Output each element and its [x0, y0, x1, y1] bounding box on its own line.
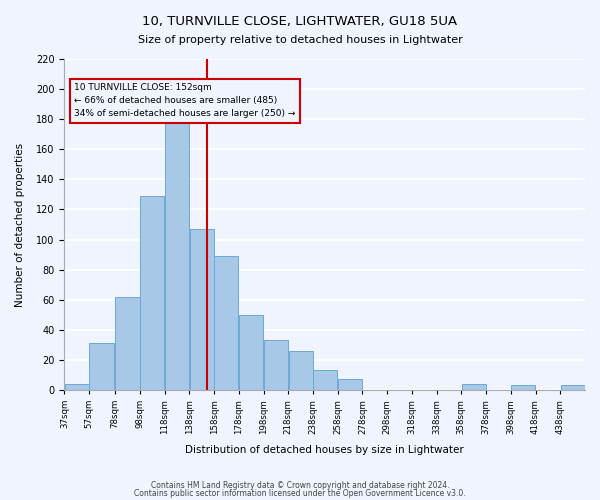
Text: 10 TURNVILLE CLOSE: 152sqm
← 66% of detached houses are smaller (485)
34% of sem: 10 TURNVILLE CLOSE: 152sqm ← 66% of deta… — [74, 83, 296, 118]
Bar — [313, 370, 337, 390]
X-axis label: Distribution of detached houses by size in Lightwater: Distribution of detached houses by size … — [185, 445, 464, 455]
Bar — [264, 340, 288, 390]
Text: Size of property relative to detached houses in Lightwater: Size of property relative to detached ho… — [137, 35, 463, 45]
Bar — [165, 118, 189, 390]
Bar — [65, 384, 89, 390]
Text: 10, TURNVILLE CLOSE, LIGHTWATER, GU18 5UA: 10, TURNVILLE CLOSE, LIGHTWATER, GU18 5U… — [142, 15, 458, 28]
Bar — [461, 384, 486, 390]
Text: Contains HM Land Registry data © Crown copyright and database right 2024.: Contains HM Land Registry data © Crown c… — [151, 481, 449, 490]
Bar — [239, 315, 263, 390]
Y-axis label: Number of detached properties: Number of detached properties — [15, 142, 25, 306]
Bar — [89, 344, 113, 390]
Bar — [289, 351, 313, 390]
Bar — [511, 386, 535, 390]
Bar — [338, 380, 362, 390]
Bar — [560, 386, 584, 390]
Text: Contains public sector information licensed under the Open Government Licence v3: Contains public sector information licen… — [134, 488, 466, 498]
Bar — [140, 196, 164, 390]
Bar — [190, 229, 214, 390]
Bar — [115, 296, 140, 390]
Bar — [214, 256, 238, 390]
